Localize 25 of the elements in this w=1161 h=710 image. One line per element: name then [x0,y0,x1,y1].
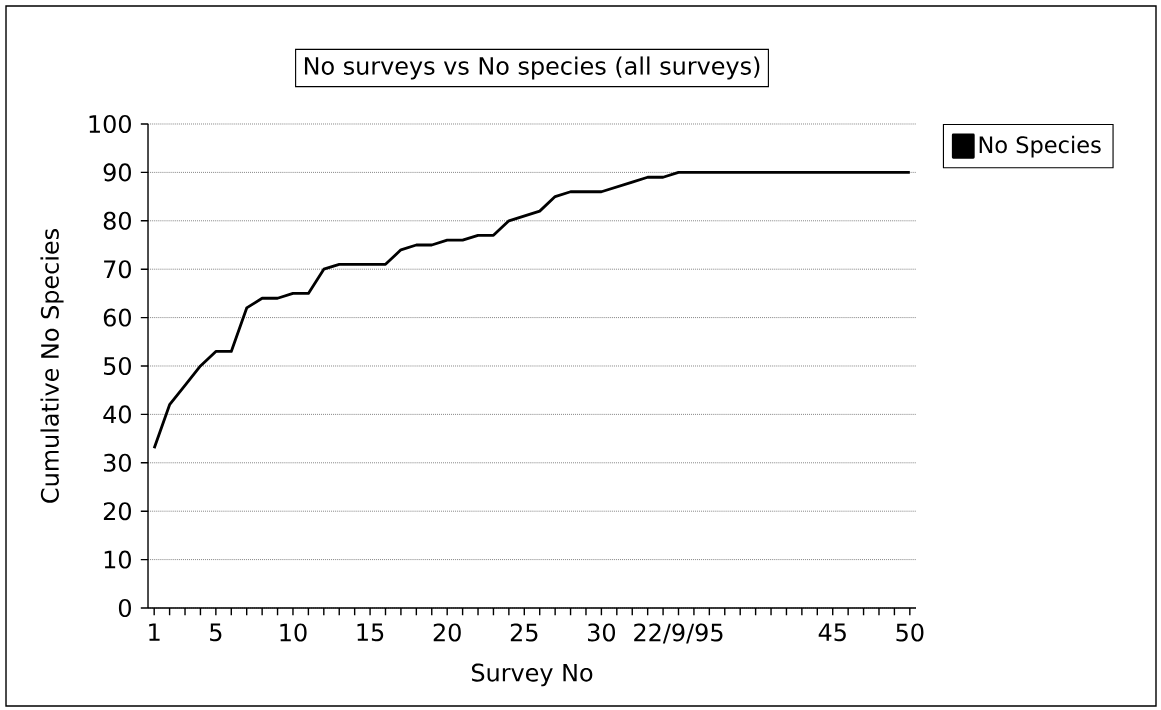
y-tick-label: 30 [103,453,131,472]
x-tick-label: 15 [357,623,384,642]
y-tick-label: 80 [103,211,131,230]
x-tick-label: 22/9/95 [634,623,723,644]
x-tick-label: 25 [510,623,538,642]
x-tick-label: 10 [280,623,307,642]
legend-label: No Species [979,135,1101,158]
y-tick-label: 60 [103,308,131,327]
y-tick-label: 40 [103,405,131,424]
y-axis-title: Cumulative No Species [40,229,64,503]
y-tick-label: 10 [104,550,131,569]
y-tick-label: 100 [89,114,131,134]
x-axis-title: Survey No [471,663,593,687]
y-tick-label: 20 [103,502,131,521]
chart-title: No surveys vs No species (all surveys) [304,56,760,80]
x-tick-label: 45 [818,623,846,642]
x-tick-label: 30 [588,623,616,642]
x-tick-label: 50 [896,623,924,642]
y-tick-label: 50 [104,356,131,376]
x-tick-label: 20 [433,623,461,642]
y-tick-label: 90 [103,163,131,182]
x-tick-label: 5 [210,623,222,642]
y-tick-label: 0 [118,598,131,618]
x-tick-label: 1 [149,623,160,641]
y-tick-label: 70 [104,260,131,279]
